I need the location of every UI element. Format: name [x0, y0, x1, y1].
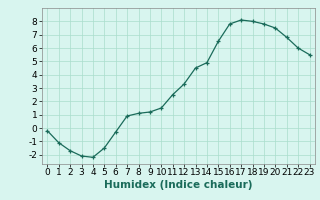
X-axis label: Humidex (Indice chaleur): Humidex (Indice chaleur) — [104, 180, 253, 190]
